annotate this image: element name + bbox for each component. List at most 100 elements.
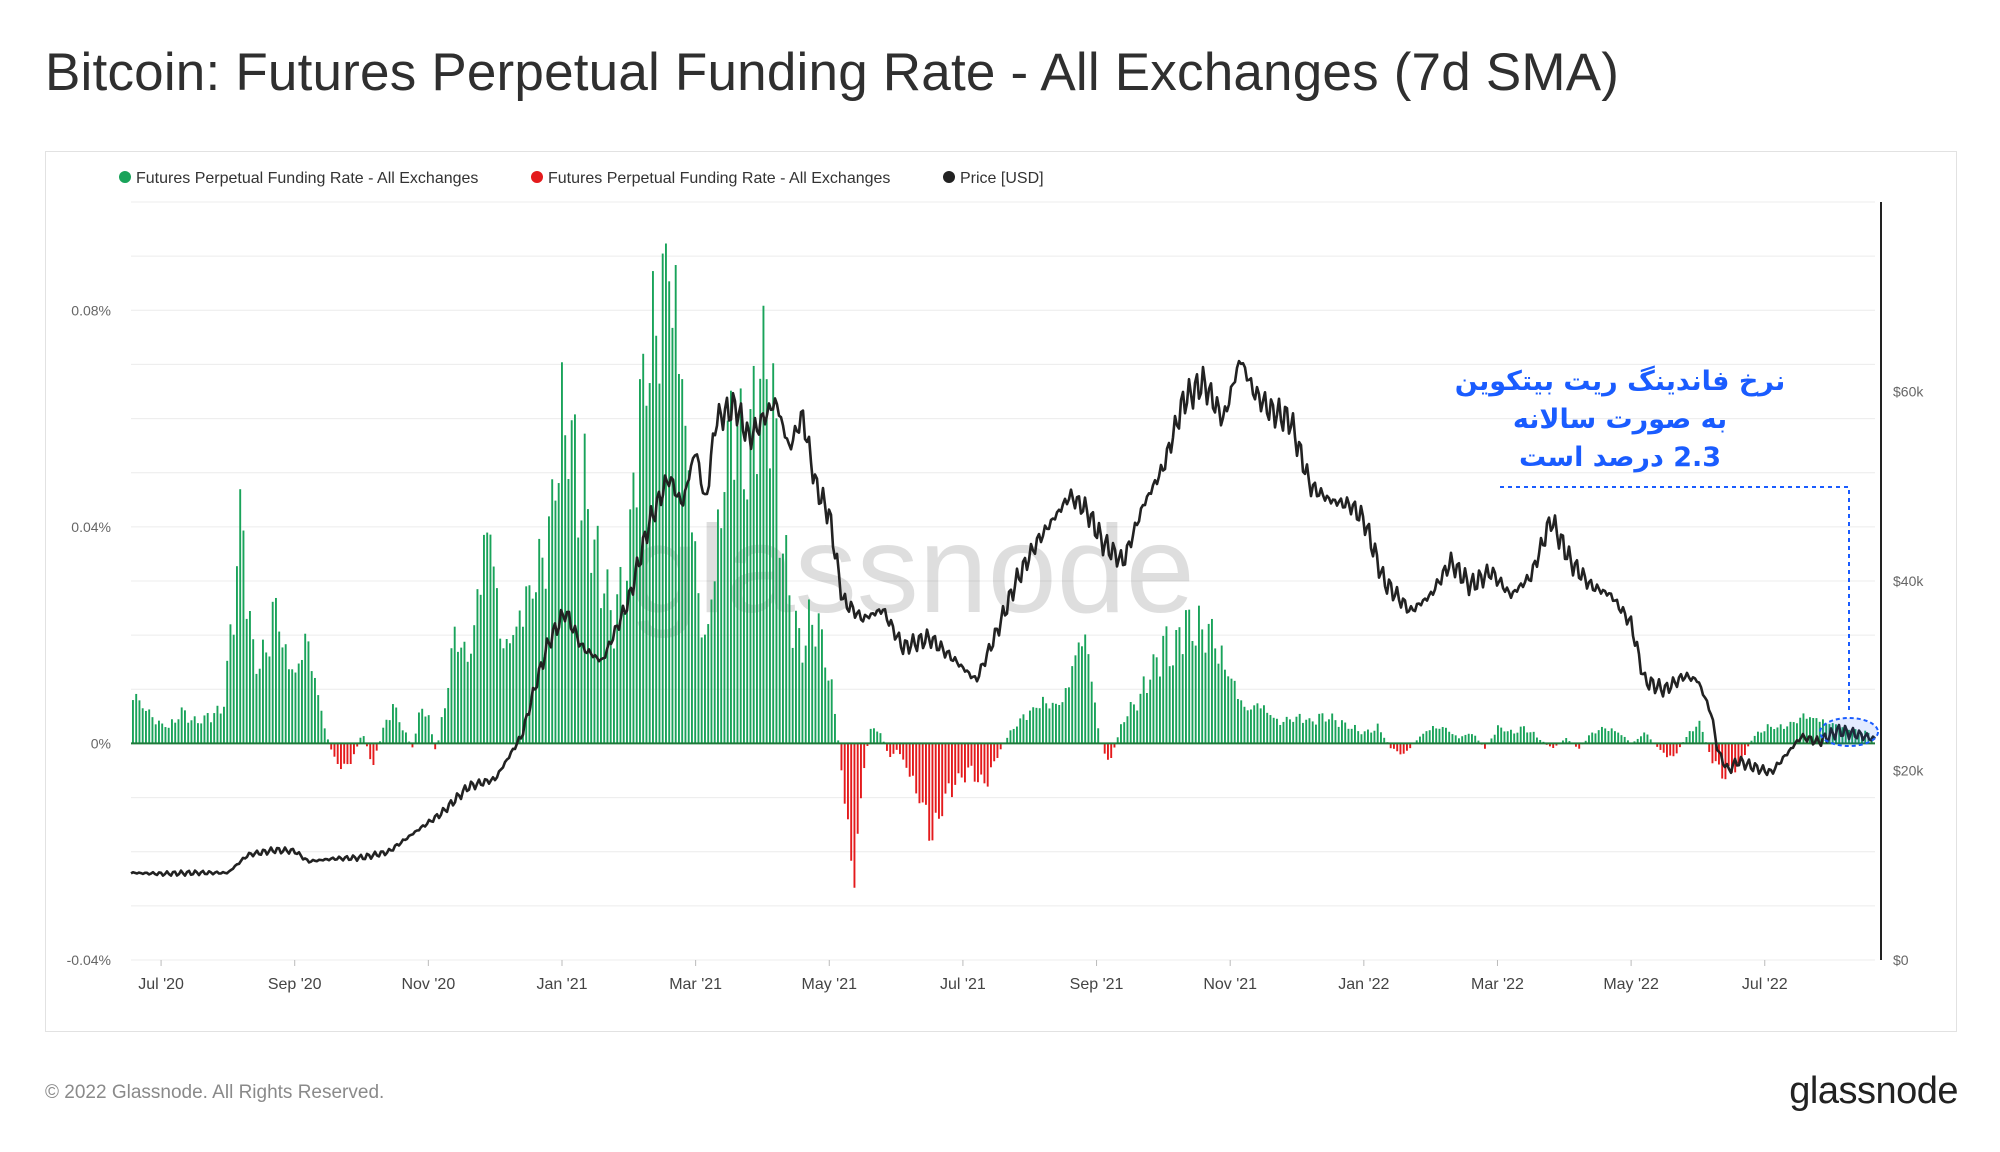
funding-bar-positive [1308, 718, 1311, 744]
funding-bar-negative [941, 743, 944, 817]
annotation-line-2: به صورت سالانه [1512, 404, 1728, 435]
funding-bar-positive [1523, 726, 1525, 744]
funding-bar-positive [1256, 703, 1259, 744]
funding-bar-positive [174, 722, 177, 744]
funding-bar-positive [483, 534, 485, 744]
funding-bar-positive [1750, 740, 1753, 744]
funding-bar-positive [1334, 720, 1337, 744]
funding-bar-positive [453, 626, 456, 744]
funding-bar-positive [1685, 737, 1688, 744]
funding-bar-positive [1766, 724, 1769, 744]
funding-bar-positive [1805, 718, 1808, 744]
funding-bar-positive [1796, 723, 1798, 744]
funding-bar-positive [1025, 719, 1028, 744]
funding-bar-positive [457, 651, 459, 744]
funding-bar-positive [466, 661, 469, 744]
funding-bar-positive [655, 335, 658, 744]
funding-bar-positive [1168, 666, 1171, 744]
funding-bar-positive [1640, 736, 1642, 744]
funding-bar-positive [359, 737, 362, 744]
funding-bar-positive [388, 720, 391, 744]
funding-bar-negative [960, 743, 963, 778]
funding-bar-positive [239, 489, 242, 744]
funding-bar-positive [278, 631, 281, 744]
y-right-tick-label: $20k [1893, 763, 1924, 779]
legend-marker [943, 171, 955, 183]
funding-bar-positive [1568, 741, 1571, 744]
funding-bar-positive [392, 704, 394, 744]
funding-bar-negative [1744, 743, 1746, 756]
funding-bar-positive [775, 418, 778, 744]
funding-bar-positive [1474, 735, 1477, 744]
funding-bar-negative [954, 743, 957, 785]
funding-bar-positive [665, 243, 667, 744]
funding-bar-negative [934, 743, 937, 813]
funding-bar-negative [1113, 743, 1116, 748]
funding-bar-positive [164, 727, 167, 744]
funding-bar-positive [1214, 648, 1217, 744]
funding-bar-negative [375, 743, 378, 751]
funding-bar-positive [1272, 717, 1275, 744]
funding-bar-positive [271, 601, 274, 744]
funding-bar-positive [531, 598, 534, 744]
funding-bar-negative [1575, 743, 1577, 747]
funding-bar-positive [1627, 740, 1629, 744]
funding-bar-positive [1623, 736, 1626, 744]
funding-bar-negative [1672, 743, 1675, 757]
funding-bar-positive [1636, 738, 1639, 744]
funding-bar-positive [522, 626, 524, 744]
y-right-tick-label: $60k [1893, 384, 1924, 400]
funding-bar-positive [1363, 731, 1366, 744]
funding-bar-negative [931, 743, 934, 841]
funding-bar-positive [1539, 739, 1542, 744]
funding-bar-positive [1617, 732, 1620, 744]
funding-bar-negative [1679, 743, 1681, 748]
funding-bar-positive [1061, 702, 1064, 744]
x-tick-label: Mar '22 [1471, 976, 1524, 993]
funding-bar-positive [1042, 696, 1044, 744]
funding-bar-positive [1240, 700, 1243, 744]
x-tick-label: Nov '20 [401, 976, 455, 993]
funding-bar-positive [1302, 722, 1304, 744]
funding-bar-positive [148, 709, 151, 744]
funding-bar-negative [853, 743, 856, 888]
x-tick-label: May '21 [802, 976, 858, 993]
funding-bar-positive [635, 507, 638, 744]
funding-bar-positive [1165, 626, 1168, 744]
funding-bar-negative [850, 743, 853, 861]
funding-bar-positive [778, 557, 781, 744]
funding-bar-negative [1708, 743, 1711, 752]
funding-bar-negative [1549, 743, 1551, 747]
funding-bar-positive [541, 557, 544, 744]
funding-bar-positive [424, 716, 427, 744]
funding-bar-positive [414, 733, 417, 744]
funding-bar-positive [1818, 721, 1821, 744]
funding-bar-positive [1822, 719, 1824, 744]
funding-bar-positive [1328, 719, 1330, 744]
funding-bar-negative [840, 743, 843, 771]
funding-bar-positive [138, 700, 141, 744]
funding-bar-positive [648, 383, 651, 744]
funding-bar-positive [1051, 702, 1054, 744]
funding-bar-negative [366, 743, 368, 747]
funding-bar-negative [973, 743, 976, 782]
funding-bar-positive [837, 740, 840, 744]
x-tick-label: Mar '21 [669, 976, 722, 993]
funding-bar-positive [1357, 731, 1360, 744]
funding-bar-positive [1227, 676, 1230, 744]
y-left-tick-label: 0.04% [71, 519, 111, 535]
funding-bar-positive [626, 580, 628, 744]
funding-bar-positive [785, 535, 788, 744]
funding-bar-negative [1389, 743, 1392, 749]
funding-bar-positive [268, 656, 271, 744]
funding-bar-positive [1786, 726, 1789, 744]
funding-bar-positive [496, 588, 498, 744]
legend[interactable]: Futures Perpetual Funding Rate - All Exc… [119, 170, 1044, 187]
funding-bar-positive [1250, 709, 1252, 744]
funding-bar-positive [668, 281, 671, 744]
funding-bar-positive [700, 637, 703, 744]
funding-bar-positive [262, 639, 264, 744]
funding-bar-positive [450, 648, 453, 744]
funding-bar-positive [1116, 737, 1119, 744]
glassnode-logo[interactable]: glassnode [1789, 1070, 1958, 1112]
